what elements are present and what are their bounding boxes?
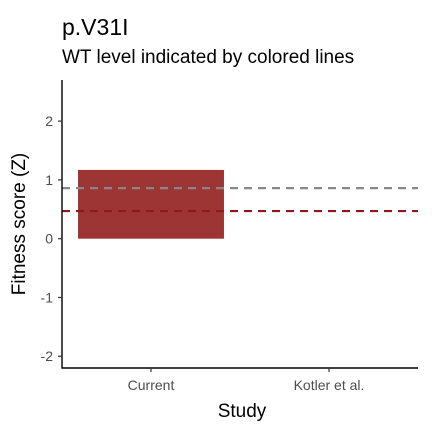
plot-area xyxy=(62,169,418,239)
x-tick-label: Kotler et al. xyxy=(294,377,365,393)
chart-subtitle: WT level indicated by colored lines xyxy=(62,47,354,68)
y-tick-label: -2 xyxy=(41,348,54,364)
y-tick-label: 0 xyxy=(45,231,53,247)
x-axis-title: Study xyxy=(218,401,267,422)
x-tick-label: Current xyxy=(128,377,175,393)
axes: -2 -1 0 1 2 Current Kotler et al. xyxy=(41,80,418,393)
y-tick-label: 1 xyxy=(45,172,53,188)
y-tick-label: -1 xyxy=(41,289,54,305)
bar-current xyxy=(78,169,224,239)
y-axis-title: Fitness score (Z) xyxy=(9,153,30,296)
chart-title: p.V31I xyxy=(62,14,129,40)
y-tick-label: 2 xyxy=(45,113,53,129)
